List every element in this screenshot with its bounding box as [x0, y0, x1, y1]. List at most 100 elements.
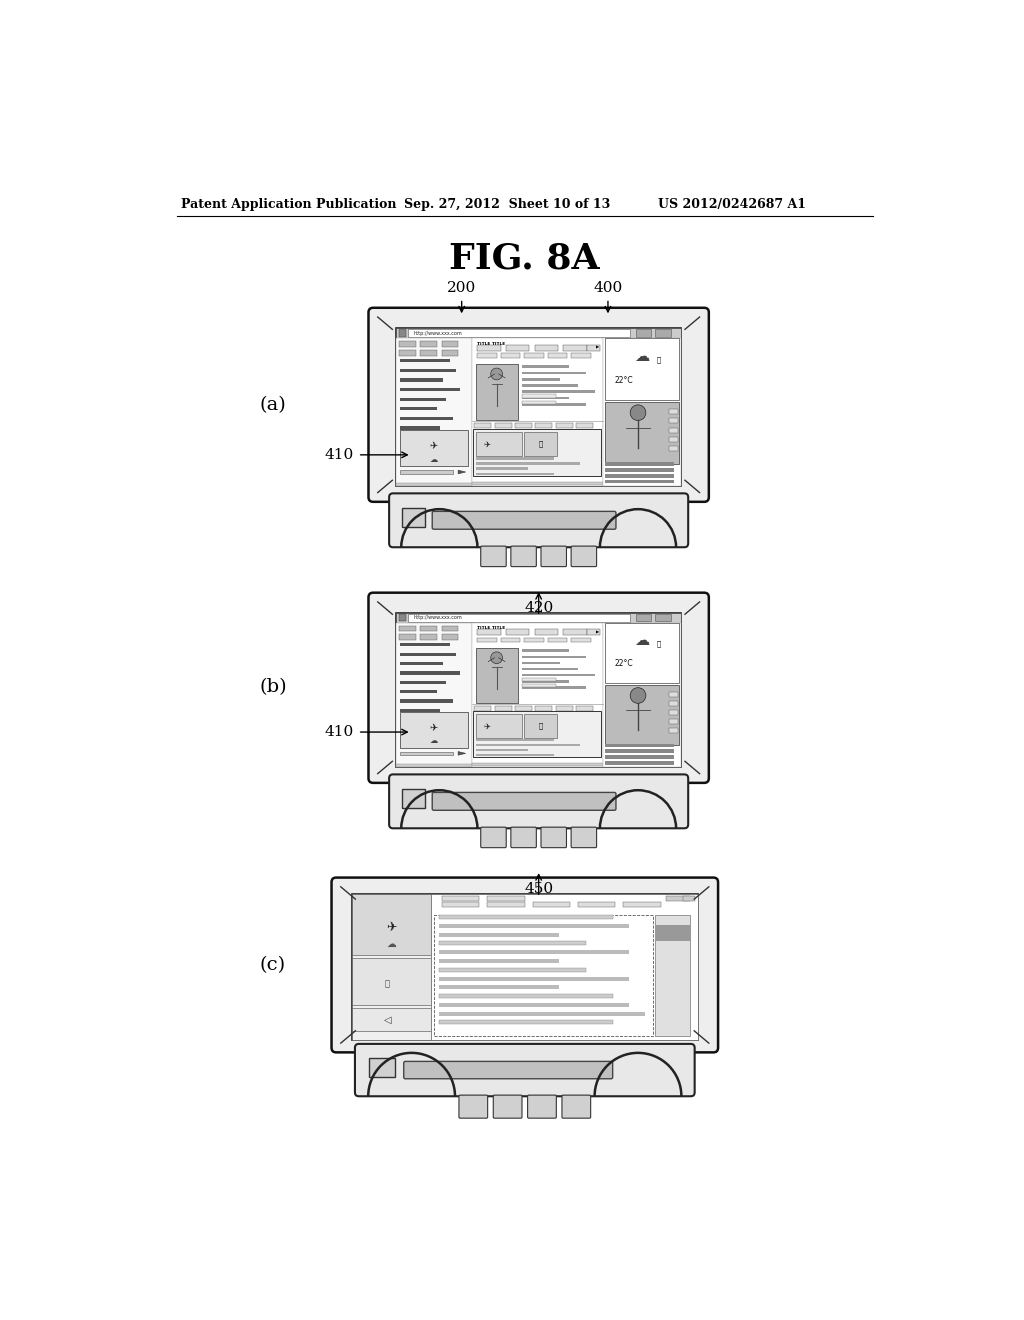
Text: (b): (b) [259, 678, 287, 697]
Bar [408, 614, 630, 622]
Bar [524, 354, 544, 358]
Bar [487, 896, 524, 902]
Bar [636, 614, 651, 622]
Bar [400, 681, 446, 684]
FancyBboxPatch shape [527, 1096, 556, 1118]
Text: 400: 400 [593, 281, 623, 296]
Bar [605, 750, 674, 752]
Bar [396, 764, 681, 767]
Bar [548, 638, 567, 642]
Bar [441, 341, 458, 347]
Bar [605, 623, 679, 684]
Bar [439, 968, 586, 972]
Bar [669, 428, 678, 433]
Text: TITLE TITLE: TITLE TITLE [477, 342, 505, 346]
Bar [400, 652, 457, 656]
Bar [636, 329, 651, 337]
Text: http://www.xxx.com: http://www.xxx.com [414, 615, 462, 620]
Bar [400, 709, 440, 711]
Bar [603, 338, 681, 486]
Bar [669, 418, 678, 424]
Bar [521, 649, 569, 652]
Bar [556, 706, 572, 710]
Bar [487, 902, 524, 907]
Bar [605, 685, 679, 744]
Bar [399, 614, 407, 622]
Bar [475, 648, 517, 702]
Bar [399, 626, 416, 631]
Text: ✈: ✈ [386, 921, 396, 935]
Bar [521, 401, 556, 404]
Bar [524, 432, 557, 457]
Bar [521, 680, 569, 682]
Text: ☁: ☁ [634, 350, 649, 364]
Bar [521, 372, 587, 375]
Bar [439, 933, 559, 937]
Text: ☁: ☁ [634, 634, 649, 648]
Text: ✈: ✈ [484, 440, 490, 449]
Bar [605, 743, 674, 747]
Text: ⛰: ⛰ [385, 979, 390, 989]
Bar [399, 634, 416, 640]
Bar [401, 789, 425, 808]
Bar [683, 896, 695, 902]
FancyBboxPatch shape [432, 511, 616, 529]
Bar [587, 630, 600, 635]
Bar [473, 429, 601, 477]
Bar [605, 474, 674, 478]
Bar [474, 424, 492, 428]
Bar [477, 630, 501, 635]
Bar [495, 424, 512, 428]
Bar [408, 330, 630, 337]
Text: (c): (c) [260, 956, 286, 974]
Bar [624, 902, 660, 907]
Bar [351, 958, 431, 1005]
Text: 🐦: 🐦 [657, 356, 662, 363]
Bar [563, 630, 587, 635]
Bar [563, 345, 587, 351]
Bar [475, 743, 581, 746]
Bar [475, 739, 554, 742]
Bar [396, 612, 681, 767]
Bar [571, 638, 591, 642]
Bar [475, 748, 528, 751]
Circle shape [630, 405, 646, 421]
Bar [472, 482, 603, 486]
FancyBboxPatch shape [389, 494, 688, 548]
Bar [472, 623, 603, 767]
Bar [506, 630, 529, 635]
Bar [556, 424, 572, 428]
Bar [400, 417, 454, 420]
Bar [477, 354, 497, 358]
Bar [655, 925, 690, 941]
Bar [521, 396, 569, 400]
Text: ▶: ▶ [596, 346, 599, 350]
Text: 200: 200 [447, 281, 476, 296]
Bar [669, 701, 678, 706]
Bar [439, 1020, 612, 1024]
Polygon shape [458, 470, 466, 474]
Bar [669, 446, 678, 451]
Bar [441, 634, 458, 640]
Bar [587, 345, 600, 351]
Text: US 2012/0242687 A1: US 2012/0242687 A1 [658, 198, 806, 211]
Text: Patent Application Publication: Patent Application Publication [180, 198, 396, 211]
Bar [603, 623, 681, 767]
Bar [605, 338, 679, 400]
Bar [475, 457, 554, 459]
Bar [421, 634, 437, 640]
Bar [474, 706, 492, 710]
Circle shape [490, 652, 503, 664]
Bar [524, 714, 557, 738]
Bar [400, 429, 468, 466]
Bar [400, 643, 450, 647]
Bar [515, 706, 532, 710]
Bar [521, 366, 569, 368]
FancyBboxPatch shape [432, 792, 616, 810]
Bar [400, 407, 436, 411]
Bar [477, 345, 501, 351]
FancyBboxPatch shape [403, 1061, 612, 1078]
FancyBboxPatch shape [369, 593, 709, 783]
Bar [351, 894, 698, 1040]
Bar [400, 700, 454, 702]
